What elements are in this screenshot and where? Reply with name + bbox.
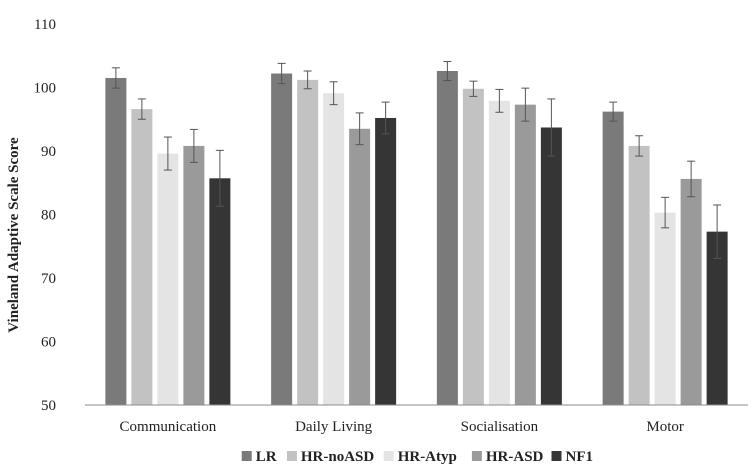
bar [131, 109, 153, 405]
bar [271, 73, 293, 405]
legend: LR HR-noASD HR-Atyp HR-ASD NF1 [241, 449, 594, 465]
bar [323, 93, 345, 405]
bar [297, 79, 319, 405]
bars [105, 60, 728, 406]
bar [680, 178, 702, 405]
bar [488, 100, 510, 406]
legend-swatch [241, 451, 252, 461]
x-tick-label: Socialisation [461, 419, 539, 435]
y-tick-label: 90 [41, 144, 56, 160]
x-tick-label: Daily Living [295, 419, 373, 435]
bar [157, 153, 179, 405]
bar [375, 117, 397, 405]
legend-label: HR-noASD [301, 449, 375, 465]
legend-label: LR [256, 449, 277, 465]
bar [436, 70, 458, 406]
legend-swatch [551, 451, 562, 461]
bar [540, 127, 562, 405]
legend-swatch [471, 451, 482, 461]
y-tick-label: 60 [41, 335, 56, 351]
bar [183, 145, 205, 406]
legend-label: HR-Atyp [398, 449, 457, 465]
y-tick-label: 70 [41, 271, 56, 287]
y-ticks: 50 60 70 80 90 100 110 [34, 17, 57, 414]
legend-swatch [286, 451, 297, 461]
bar [602, 111, 624, 405]
y-tick-label: 100 [34, 81, 57, 97]
bar [462, 88, 484, 406]
x-tick-label: Communication [120, 419, 217, 435]
bar [349, 128, 371, 405]
bar [514, 104, 536, 406]
bar [706, 231, 728, 405]
bar [654, 212, 676, 405]
bar [628, 145, 650, 406]
bar [209, 178, 231, 405]
legend-label: NF1 [566, 449, 594, 465]
y-tick-label: 50 [41, 398, 56, 414]
legend-label: HR-ASD [486, 449, 544, 465]
y-axis-label: Vineland Adaptive Scale Score [6, 137, 22, 333]
y-tick-label: 80 [41, 208, 56, 224]
legend-swatch [383, 451, 394, 461]
x-tick-label: Motor [646, 419, 684, 435]
y-tick-label: 110 [34, 17, 56, 33]
x-ticks: Communication Daily Living Socialisation Mo… [120, 419, 684, 435]
bar [105, 77, 127, 405]
